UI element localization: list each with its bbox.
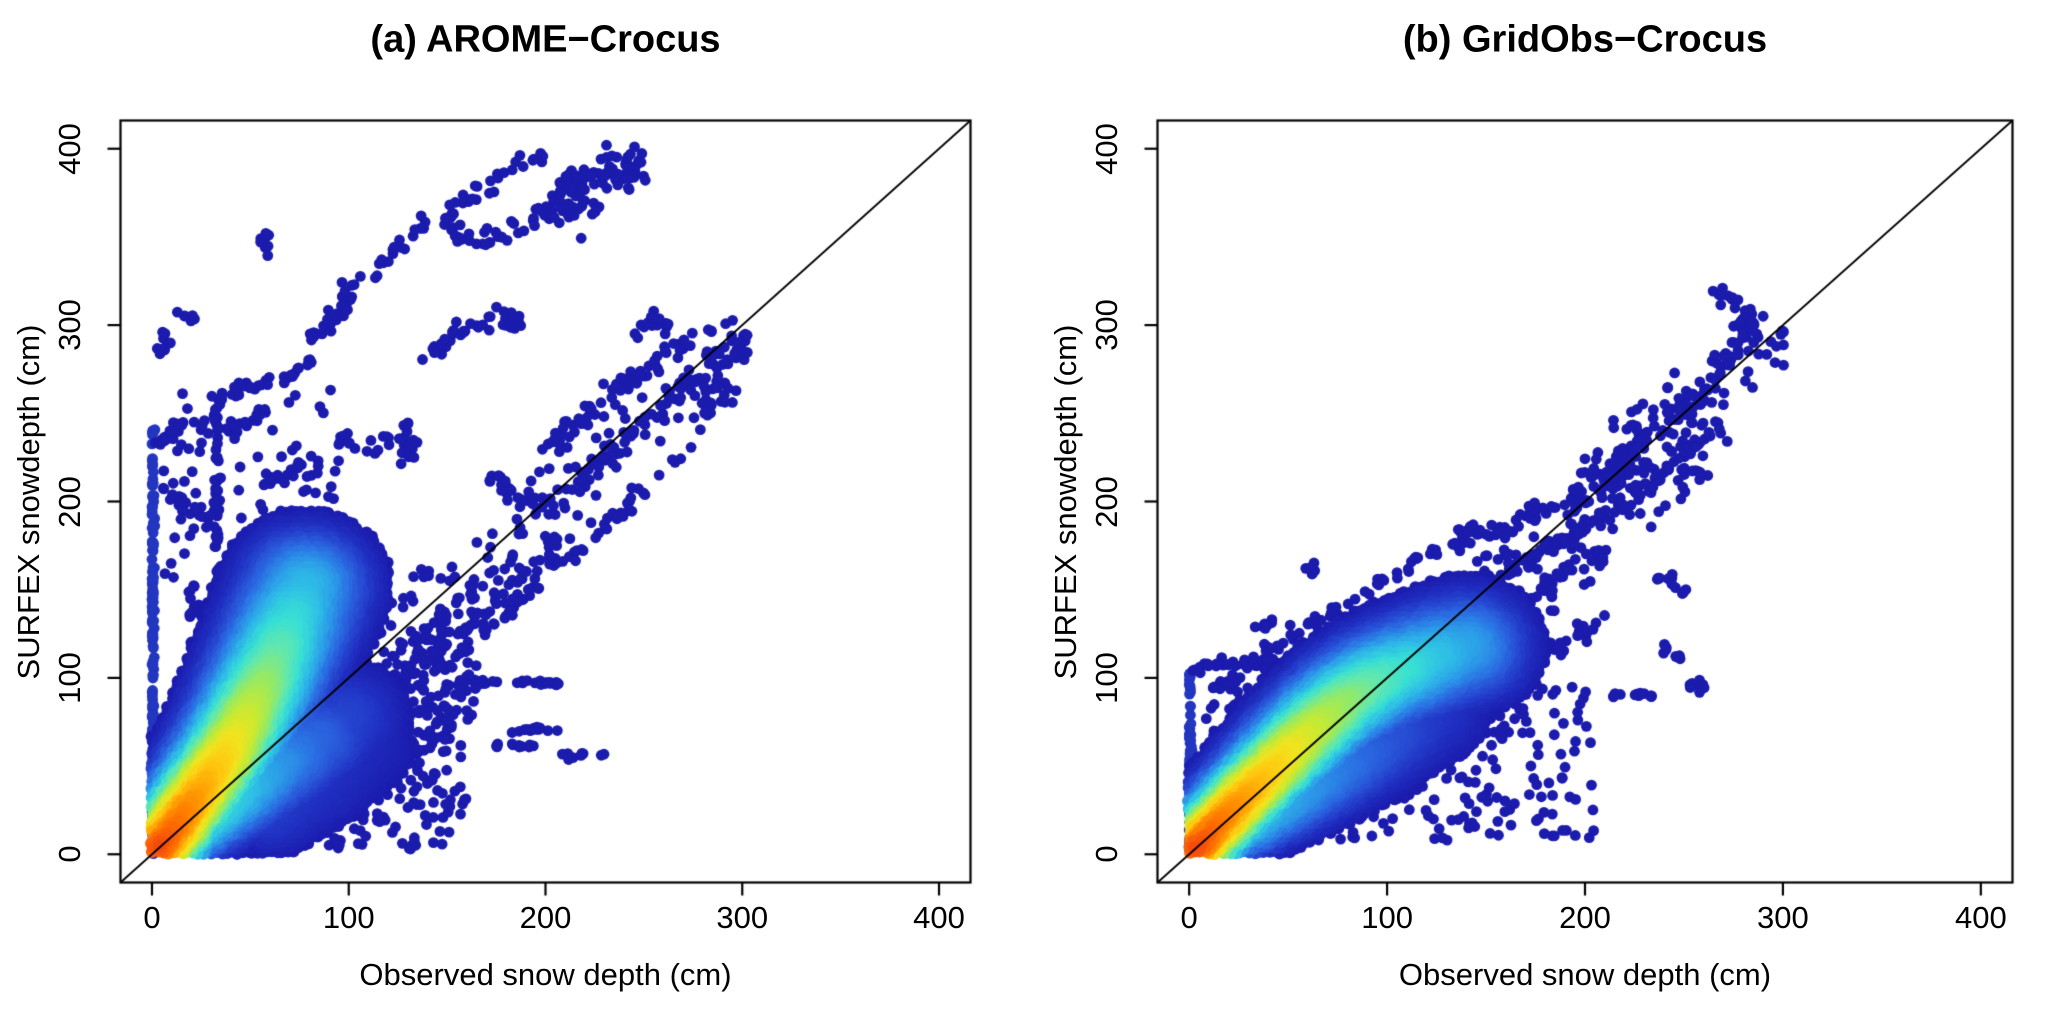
panel-b-y-axis-label: SURFEX snowdepth (cm) — [1047, 324, 1083, 679]
panel-a-x-axis-label: Observed snow depth (cm) — [359, 957, 732, 992]
panel-b-y-tick-100: 100 — [1088, 652, 1124, 704]
panel-b-y-tick-400: 400 — [1088, 122, 1124, 175]
panel-a-x-tick-0: 0 — [143, 900, 161, 935]
panel-b-y-tick-200: 200 — [1088, 475, 1124, 528]
panel-a-title: (a) AROME−Crocus — [370, 18, 721, 61]
panel-a-y-tick-300: 300 — [51, 299, 87, 351]
panel-a-y-axis-label: SURFEX snowdepth (cm) — [10, 324, 46, 679]
panel-a-x-tick-200: 200 — [519, 900, 572, 935]
panel-a-y-tick-100: 100 — [51, 652, 87, 704]
panel-b-y-tick-300: 300 — [1088, 299, 1124, 351]
panel-a-y-tick-200: 200 — [51, 475, 87, 528]
panel-b-y-tick-0: 0 — [1088, 845, 1124, 863]
panel-a-x-tick-300: 300 — [716, 900, 769, 935]
panel-b-title: (b) GridObs−Crocus — [1402, 18, 1768, 61]
panel-a-y-tick-0: 0 — [51, 845, 87, 863]
panel-a-y-tick-400: 400 — [51, 122, 87, 175]
panel-b-x-tick-400: 400 — [1954, 900, 2007, 935]
panel-a-x-tick-400: 400 — [913, 900, 965, 935]
panel-b-x-tick-100: 100 — [1361, 900, 1413, 935]
panel-b-x-tick-300: 300 — [1757, 900, 1809, 935]
panel-b-x-tick-200: 200 — [1559, 900, 1611, 935]
panel-b-x-tick-0: 0 — [1180, 900, 1198, 935]
panel-a-x-tick-100: 100 — [322, 900, 375, 935]
panel-b-x-axis-label: Observed snow depth (cm) — [1398, 957, 1772, 992]
